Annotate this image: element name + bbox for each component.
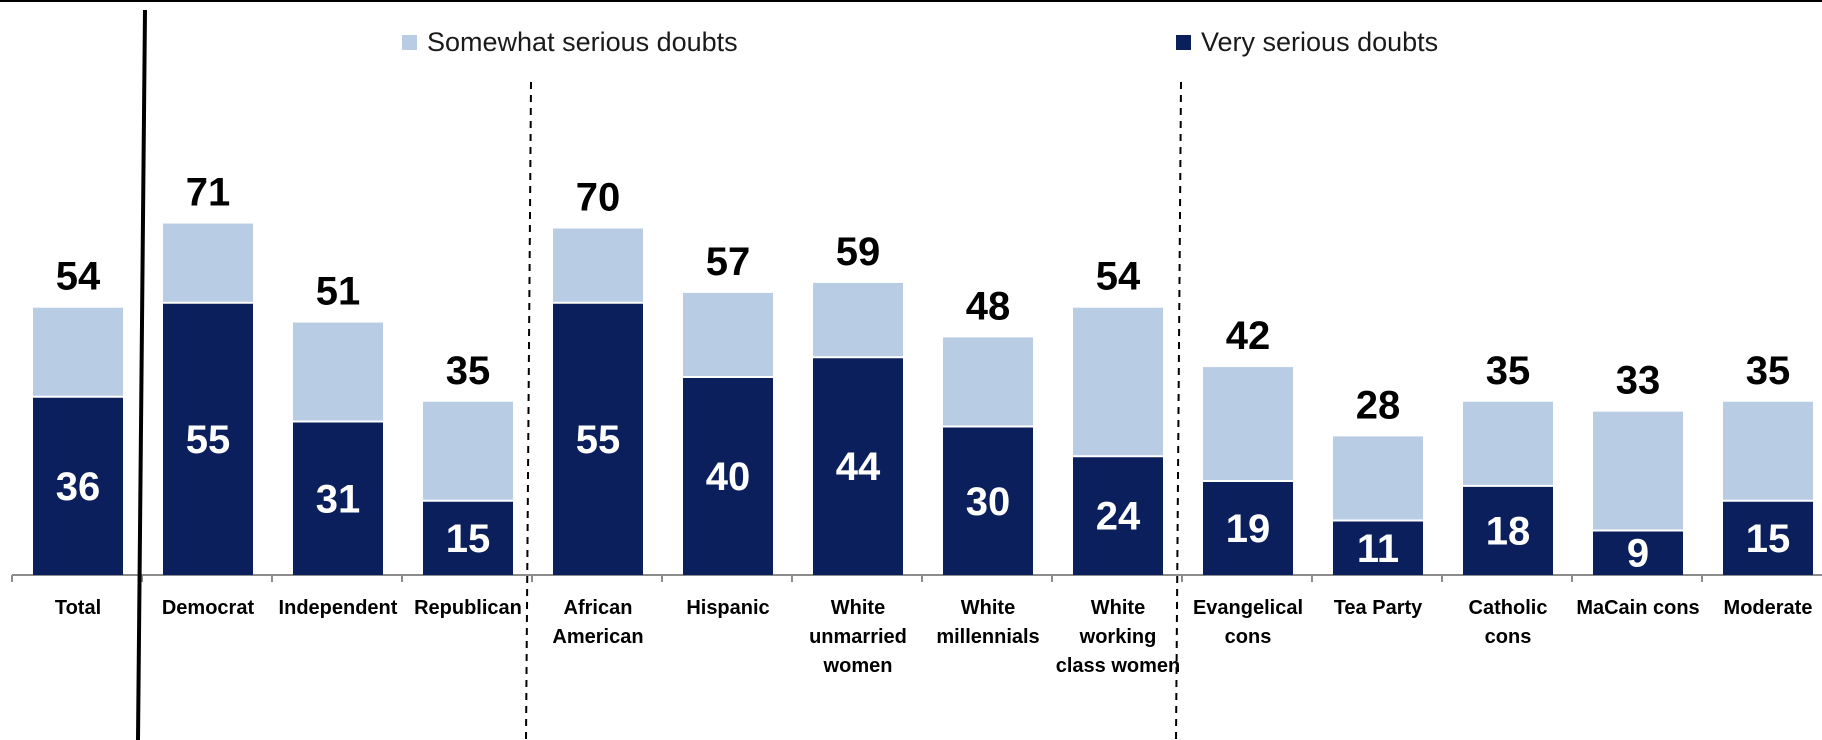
data-label-very-serious: 18 xyxy=(1486,509,1531,553)
category-label: working xyxy=(1079,626,1157,648)
legend-label-very: Very serious doubts xyxy=(1201,26,1439,57)
category-label: Republican xyxy=(414,597,522,619)
legend-swatch-very xyxy=(1176,34,1191,50)
bar-somewhat-serious xyxy=(1073,307,1163,457)
bar-somewhat-serious xyxy=(33,307,123,397)
legend-item-very: Very serious doubts xyxy=(1176,24,1438,60)
data-label-total: 71 xyxy=(186,171,231,215)
bar-very-serious xyxy=(33,396,123,575)
data-label-very-serious: 24 xyxy=(1096,495,1141,539)
category-label: Catholic xyxy=(1469,597,1548,619)
data-label-total: 54 xyxy=(1096,255,1141,299)
bar-very-serious xyxy=(1723,500,1813,575)
bar-very-serious xyxy=(1073,456,1163,575)
group-separator-dashed xyxy=(1175,81,1182,740)
bar-very-serious xyxy=(813,357,903,575)
data-label-total: 35 xyxy=(1486,349,1531,393)
legend-swatch-somewhat xyxy=(402,34,417,50)
data-label-total: 35 xyxy=(446,349,491,393)
data-label-total: 33 xyxy=(1616,359,1661,403)
category-label: Moderate xyxy=(1724,597,1813,619)
data-label-very-serious: 19 xyxy=(1226,507,1271,551)
data-label-very-serious: 40 xyxy=(706,455,751,499)
bar-very-serious xyxy=(683,377,773,575)
data-label-very-serious: 30 xyxy=(966,480,1011,524)
bar-very-serious xyxy=(1333,520,1423,575)
data-label-total: 59 xyxy=(836,230,881,274)
bar-somewhat-serious xyxy=(1593,411,1683,531)
bar-somewhat-serious xyxy=(423,401,513,501)
data-label-total: 48 xyxy=(966,284,1011,328)
bar-very-serious xyxy=(1593,530,1683,575)
bar-somewhat-serious xyxy=(1723,401,1813,501)
legend-item-somewhat: Somewhat serious doubts xyxy=(402,24,738,60)
bar-somewhat-serious xyxy=(293,322,383,422)
bar-very-serious xyxy=(1463,485,1553,575)
data-label-total: 42 xyxy=(1226,314,1271,358)
bar-very-serious xyxy=(163,302,253,575)
category-label: White xyxy=(831,597,885,619)
data-label-total: 70 xyxy=(576,176,621,220)
bar-somewhat-serious xyxy=(1333,436,1423,521)
bar-very-serious xyxy=(423,500,513,575)
category-label: Total xyxy=(55,597,101,619)
data-label-total: 35 xyxy=(1746,349,1791,393)
category-label: MaCain cons xyxy=(1576,597,1699,619)
bar-somewhat-serious xyxy=(553,228,643,303)
category-label: Independent xyxy=(279,597,398,619)
bar-somewhat-serious xyxy=(943,337,1033,427)
data-label-total: 57 xyxy=(706,240,751,284)
data-label-very-serious: 15 xyxy=(1746,517,1791,561)
data-label-very-serious: 11 xyxy=(1357,527,1399,571)
bar-very-serious xyxy=(943,426,1033,575)
category-label: unmarried xyxy=(809,626,907,648)
group-separator-solid xyxy=(136,9,147,740)
bar-somewhat-serious xyxy=(1203,367,1293,481)
category-label: Hispanic xyxy=(686,597,769,619)
data-label-total: 51 xyxy=(316,270,361,314)
data-label-very-serious: 36 xyxy=(56,465,101,509)
data-label-total: 54 xyxy=(56,255,101,299)
bar-somewhat-serious xyxy=(683,292,773,377)
bar-very-serious xyxy=(1203,480,1293,575)
data-label-total: 28 xyxy=(1356,383,1401,427)
data-label-very-serious: 15 xyxy=(446,517,491,561)
category-label: Tea Party xyxy=(1334,597,1423,619)
data-label-very-serious: 55 xyxy=(576,418,621,462)
data-label-very-serious: 31 xyxy=(316,477,361,521)
category-label: Democrat xyxy=(162,597,255,619)
data-label-very-serious: 55 xyxy=(186,418,231,462)
category-label: cons xyxy=(1225,626,1272,648)
bar-somewhat-serious xyxy=(1463,401,1553,486)
category-label: millennials xyxy=(936,626,1039,648)
legend-label-somewhat: Somewhat serious doubts xyxy=(427,26,738,57)
category-label: class women xyxy=(1056,655,1181,677)
category-label: women xyxy=(823,655,893,677)
category-label: African xyxy=(564,597,633,619)
bar-somewhat-serious xyxy=(163,223,253,303)
bar-somewhat-serious xyxy=(813,282,903,358)
group-separator-dashed xyxy=(525,81,532,740)
category-label: cons xyxy=(1485,626,1532,648)
bar-very-serious xyxy=(293,421,383,575)
category-label: Evangelical xyxy=(1193,597,1303,619)
category-label: White xyxy=(961,597,1015,619)
bar-very-serious xyxy=(553,302,643,575)
category-label: American xyxy=(552,626,643,648)
category-label: White xyxy=(1091,597,1145,619)
data-label-very-serious: 9 xyxy=(1627,532,1649,576)
data-label-very-serious: 44 xyxy=(836,445,881,489)
